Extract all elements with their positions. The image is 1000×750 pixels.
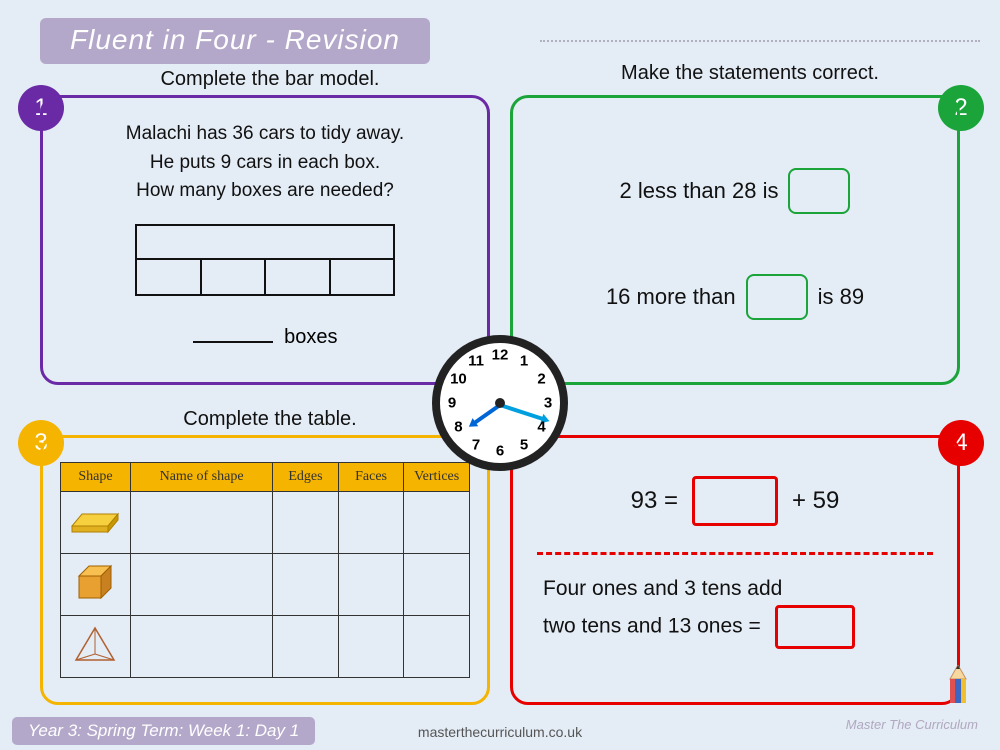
table-cell[interactable]	[273, 616, 339, 678]
footer-brand: Master The Curriculum	[846, 717, 978, 732]
table-cell[interactable]	[130, 554, 272, 616]
table-header-cell: Shape	[61, 463, 131, 492]
answer-blank[interactable]	[193, 341, 273, 343]
bar-model-whole[interactable]	[135, 224, 395, 260]
shape-cell	[61, 492, 131, 554]
shape-cell	[61, 616, 131, 678]
bar-model-part[interactable]	[331, 260, 396, 296]
clock-number: 3	[538, 395, 558, 412]
table-cell[interactable]	[404, 616, 470, 678]
stmt1-answer-box[interactable]	[788, 168, 850, 214]
title-banner: Fluent in Four - Revision	[40, 18, 430, 64]
table-header-cell: Name of shape	[130, 463, 272, 492]
table-cell[interactable]	[338, 554, 404, 616]
table-header-row: ShapeName of shapeEdgesFacesVertices	[61, 463, 470, 492]
table-cell[interactable]	[130, 616, 272, 678]
word-line2: two tens and 13 ones =	[543, 614, 761, 637]
clock-number: 1	[514, 353, 534, 370]
stmt2-post: is 89	[818, 284, 864, 310]
table-row	[61, 616, 470, 678]
table-header-cell: Faces	[338, 463, 404, 492]
stmt2-answer-box[interactable]	[746, 274, 808, 320]
panel-3: ShapeName of shapeEdgesFacesVertices	[40, 435, 490, 705]
clock-number: 9	[442, 395, 462, 412]
pencil-icon	[944, 665, 972, 712]
panel1-line1: Malachi has 36 cars to tidy away.	[43, 120, 487, 149]
clock-number: 4	[532, 419, 552, 436]
stmt1-text: 2 less than 28 is	[620, 178, 779, 204]
shape-cell	[61, 554, 131, 616]
bar-model-part[interactable]	[266, 260, 331, 296]
table-row	[61, 554, 470, 616]
table-cell[interactable]	[338, 492, 404, 554]
panel-4: 93 = + 59 Four ones and 3 tens add two t…	[510, 435, 960, 705]
clock-number: 10	[448, 371, 468, 388]
panel1-instruction: Complete the bar model.	[120, 68, 420, 91]
clock-number: 2	[532, 371, 552, 388]
word-problem: Four ones and 3 tens add two tens and 13…	[543, 573, 927, 649]
panel3-instruction: Complete the table.	[120, 408, 420, 431]
table-cell[interactable]	[273, 492, 339, 554]
bar-model-parts	[135, 260, 395, 296]
table-cell[interactable]	[404, 492, 470, 554]
clock-number: 12	[490, 347, 510, 364]
header-dotted-line	[540, 40, 980, 42]
panel1-line3: How many boxes are needed?	[43, 177, 487, 206]
bar-model-part[interactable]	[202, 260, 267, 296]
clock-number: 8	[448, 419, 468, 436]
clock-number: 6	[490, 443, 510, 460]
table-cell[interactable]	[404, 554, 470, 616]
panel1-line2: He puts 9 cars in each box.	[43, 149, 487, 178]
panel-2: 2 less than 28 is 16 more than is 89	[510, 95, 960, 385]
stmt2-pre: 16 more than	[606, 284, 736, 310]
table-cell[interactable]	[130, 492, 272, 554]
clock-number: 5	[514, 436, 534, 453]
bar-model-part[interactable]	[135, 260, 202, 296]
equation-line: 93 = + 59	[513, 476, 957, 526]
panel-1: Malachi has 36 cars to tidy away. He put…	[40, 95, 490, 385]
clock-center	[495, 398, 505, 408]
table-cell[interactable]	[273, 554, 339, 616]
table-body	[61, 492, 470, 678]
table-header-cell: Vertices	[404, 463, 470, 492]
red-divider	[537, 552, 933, 555]
answer-unit: boxes	[284, 326, 337, 348]
eq-right: + 59	[792, 487, 839, 515]
eq-answer-box[interactable]	[692, 476, 778, 526]
panel2-instruction: Make the statements correct.	[590, 62, 910, 85]
table-header-cell: Edges	[273, 463, 339, 492]
statement-1: 2 less than 28 is	[513, 168, 957, 214]
clock-number: 11	[466, 353, 486, 370]
panel1-answer: boxes	[43, 326, 487, 349]
eq-left: 93 =	[631, 487, 678, 515]
word-answer-box[interactable]	[775, 605, 855, 649]
shapes-table: ShapeName of shapeEdgesFacesVertices	[60, 462, 470, 678]
word-line1: Four ones and 3 tens add	[543, 573, 927, 605]
panel1-problem: Malachi has 36 cars to tidy away. He put…	[43, 120, 487, 206]
bar-model	[135, 224, 395, 296]
statement-2: 16 more than is 89	[513, 274, 957, 320]
clock-face: 123456789101112	[440, 343, 560, 463]
table-row	[61, 492, 470, 554]
table-cell[interactable]	[338, 616, 404, 678]
clock-number: 7	[466, 436, 486, 453]
clock: 123456789101112	[432, 335, 568, 471]
